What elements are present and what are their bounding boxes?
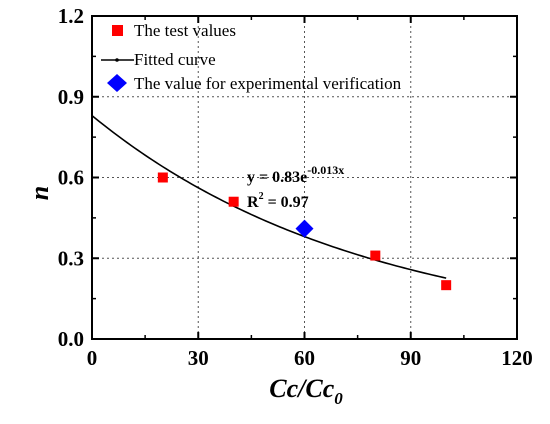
data-points: [157, 172, 452, 291]
y-tick-label: 0.0: [58, 327, 84, 351]
x-tick-label: 0: [87, 346, 98, 370]
plot-frame: [91, 15, 518, 340]
test-value-point: [370, 250, 381, 261]
r-squared-text: R2 = 0.97: [247, 191, 309, 211]
x-tick-label: 90: [400, 346, 421, 370]
y-tick-label: 0.3: [58, 246, 84, 270]
fitted-curve-layer: [91, 114, 447, 279]
tick-labels: 0 30 60 90 120 0.0 0.3 0.6 0.9 1.2: [58, 4, 533, 370]
r-squared-value: = 0.97: [264, 194, 309, 211]
test-value-point: [228, 196, 239, 207]
legend-label-test-values: The test values: [134, 21, 236, 40]
equation-exponent: -0.013x: [307, 163, 344, 177]
y-tick-label: 0.9: [58, 85, 84, 109]
equation-main: y = 0.83e: [247, 169, 307, 186]
r-squared-prefix: R: [247, 194, 259, 211]
r-squared-superscript: 2: [259, 191, 264, 202]
x-axis-title-subscript: 0: [334, 389, 343, 408]
x-tick-label: 30: [188, 346, 209, 370]
x-tick-label: 60: [294, 346, 315, 370]
legend: The test values Fitted curve The value f…: [101, 21, 402, 93]
test-value-point: [441, 280, 452, 291]
verification-point: [295, 219, 314, 238]
legend-marker-verification: [107, 74, 127, 92]
y-tick-label: 1.2: [58, 4, 84, 28]
legend-marker-fitted-curve-dot: [115, 58, 119, 62]
x-axis-title-main: Cc/Cc: [269, 374, 334, 403]
legend-label-fitted-curve: Fitted curve: [134, 50, 216, 69]
y-tick-label: 0.6: [58, 166, 84, 190]
test-value-point: [157, 172, 168, 183]
x-axis-title: Cc/Cc0: [269, 374, 343, 408]
legend-label-verification: The value for experimental verification: [134, 74, 402, 93]
y-axis-title: n: [25, 186, 54, 200]
x-tick-label: 120: [501, 346, 533, 370]
legend-marker-test-values: [112, 25, 123, 36]
fitted-curve-line: [91, 114, 447, 279]
fit-equation-annotation: y = 0.83e-0.013x R2 = 0.97: [247, 163, 344, 211]
equation-text: y = 0.83e-0.013x: [247, 163, 344, 186]
